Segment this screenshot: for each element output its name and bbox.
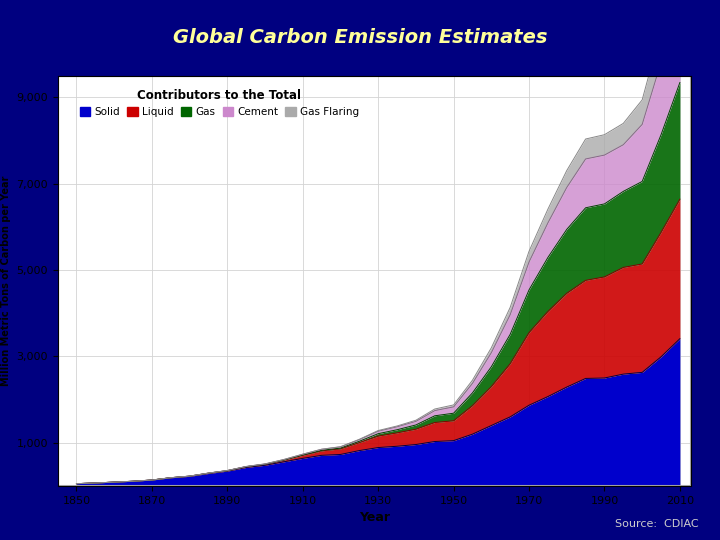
Text: Source:  CDIAC: Source: CDIAC — [615, 519, 698, 529]
Text: Global Carbon Emission Estimates: Global Carbon Emission Estimates — [173, 28, 547, 48]
Bar — [58, 76, 691, 486]
Y-axis label: Million Metric Tons of Carbon per Year: Million Metric Tons of Carbon per Year — [1, 176, 11, 386]
Legend: Solid, Liquid, Gas, Cement, Gas Flaring: Solid, Liquid, Gas, Cement, Gas Flaring — [76, 85, 364, 122]
X-axis label: Year: Year — [359, 511, 390, 524]
